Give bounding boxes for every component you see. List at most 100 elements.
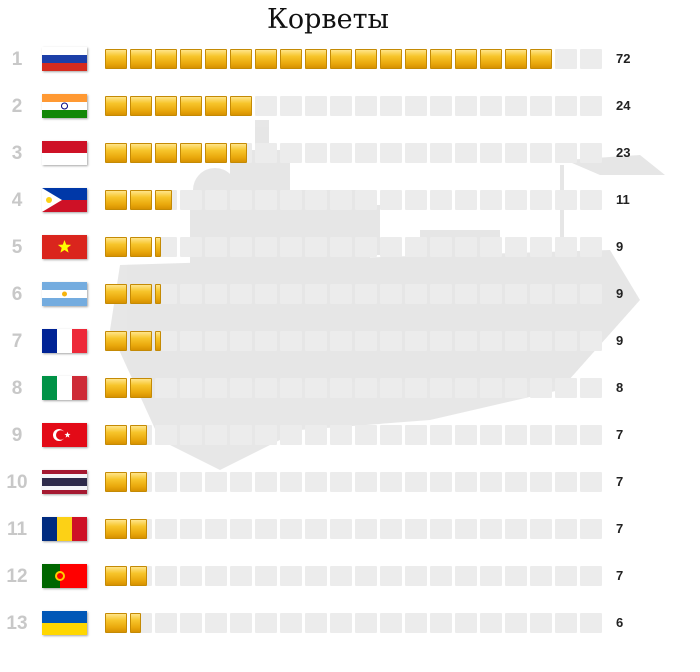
- bar-segment-empty: [580, 331, 602, 351]
- bar-segment-empty: [205, 284, 227, 304]
- bar-segment-empty: [155, 472, 177, 492]
- bar-segment-filled: [130, 331, 152, 351]
- bar-segment-empty: [380, 378, 402, 398]
- bar-segment-empty: [580, 143, 602, 163]
- value-label: 8: [616, 380, 624, 395]
- bar-segment-filled: [180, 143, 202, 163]
- bar-segment-empty: [305, 237, 327, 257]
- bar-segment-empty: [530, 613, 552, 633]
- bar-segment-empty: [580, 190, 602, 210]
- bar-segment-empty: [330, 237, 352, 257]
- bar-segment-empty: [405, 566, 427, 586]
- bar-segment-empty: [480, 566, 502, 586]
- bar-segment-empty: [155, 519, 177, 539]
- bar-segment-partial: [155, 190, 177, 210]
- bar-segment-empty: [480, 472, 502, 492]
- bar-segment-empty: [280, 331, 302, 351]
- bar-segment-filled: [105, 472, 127, 492]
- bar-segment-empty: [205, 425, 227, 445]
- value-label: 24: [616, 98, 631, 113]
- bar-segment-empty: [155, 425, 177, 445]
- bar-segment-empty: [505, 566, 527, 586]
- bar-segment-empty: [280, 143, 302, 163]
- bar-segment-empty: [155, 613, 177, 633]
- bar-segment-empty: [355, 566, 377, 586]
- bar-segment-empty: [255, 472, 277, 492]
- bar-segment-empty: [355, 519, 377, 539]
- bar-segment-empty: [580, 613, 602, 633]
- bar-segment-empty: [430, 472, 452, 492]
- bar-segment-empty: [405, 378, 427, 398]
- bar-segment-empty: [355, 378, 377, 398]
- bar-segment-empty: [380, 96, 402, 116]
- bar-segment-empty: [580, 378, 602, 398]
- bar-segment-empty: [280, 190, 302, 210]
- bar-segment-filled: [530, 49, 552, 69]
- bar-segment-empty: [255, 331, 277, 351]
- bar-segment-filled: [455, 49, 477, 69]
- bar-segment-empty: [330, 566, 352, 586]
- bar-segment-empty: [255, 378, 277, 398]
- bar-segment-empty: [530, 143, 552, 163]
- bar-segment-empty: [480, 96, 502, 116]
- bar-segment-empty: [230, 566, 252, 586]
- bar-segment-partial: [155, 237, 177, 257]
- bar-segment-empty: [555, 49, 577, 69]
- bar-segment-filled: [105, 331, 127, 351]
- bar-segment-empty: [480, 613, 502, 633]
- bar-segment-empty: [455, 143, 477, 163]
- bar-segment-filled: [330, 49, 352, 69]
- bar-segment-empty: [355, 96, 377, 116]
- flag-portugal-icon: [42, 564, 87, 588]
- bar-segment-partial-fill: [130, 425, 147, 445]
- bar-segment-empty: [530, 237, 552, 257]
- bar-segment-empty: [305, 143, 327, 163]
- flag-thailand-icon: [42, 470, 87, 494]
- flag-ukraine-icon: [42, 611, 87, 635]
- bar-segment-filled: [105, 96, 127, 116]
- bar-segment-empty: [180, 190, 202, 210]
- bar-segment-empty: [480, 425, 502, 445]
- bar-segment-empty: [255, 237, 277, 257]
- bar-segment-empty: [305, 190, 327, 210]
- bar-segment-filled: [105, 566, 127, 586]
- bar-segment-filled: [130, 237, 152, 257]
- bar-segment-empty: [580, 425, 602, 445]
- bar-segment-empty: [530, 566, 552, 586]
- bar-segment-empty: [455, 519, 477, 539]
- flag-france-icon: [42, 329, 87, 353]
- rank-label: 12: [6, 566, 28, 587]
- bar-segment-empty: [430, 96, 452, 116]
- value-label: 9: [616, 239, 624, 254]
- bar-segment-empty: [430, 519, 452, 539]
- bar-segment-filled: [130, 143, 152, 163]
- bar-segment-empty: [580, 284, 602, 304]
- bar-segment-filled: [105, 519, 127, 539]
- bar-segment-empty: [555, 425, 577, 445]
- bar-segment-empty: [405, 284, 427, 304]
- bar-segment-empty: [580, 566, 602, 586]
- bar-segment-empty: [505, 519, 527, 539]
- bar-segment-empty: [480, 143, 502, 163]
- bar-segment-empty: [305, 613, 327, 633]
- bar-segment-partial: [130, 519, 152, 539]
- flag-argentina-icon: [42, 282, 87, 306]
- bar-segment-empty: [230, 331, 252, 351]
- bar-segment-empty: [555, 613, 577, 633]
- bar-segment-empty: [555, 190, 577, 210]
- bar-segment-empty: [205, 237, 227, 257]
- bar-segment-partial-fill: [155, 331, 161, 351]
- rank-label: 10: [6, 472, 28, 493]
- bar-segment-empty: [355, 143, 377, 163]
- bar-segment-filled: [180, 96, 202, 116]
- bar-segment-empty: [280, 519, 302, 539]
- bar-segment-empty: [480, 237, 502, 257]
- bar-segment-empty: [505, 237, 527, 257]
- bar-segment-empty: [530, 519, 552, 539]
- bar-segment-filled: [355, 49, 377, 69]
- rank-label: 2: [11, 96, 23, 117]
- bar-segment-empty: [480, 519, 502, 539]
- bar-segment-partial-fill: [155, 237, 161, 257]
- bar-segment-empty: [430, 425, 452, 445]
